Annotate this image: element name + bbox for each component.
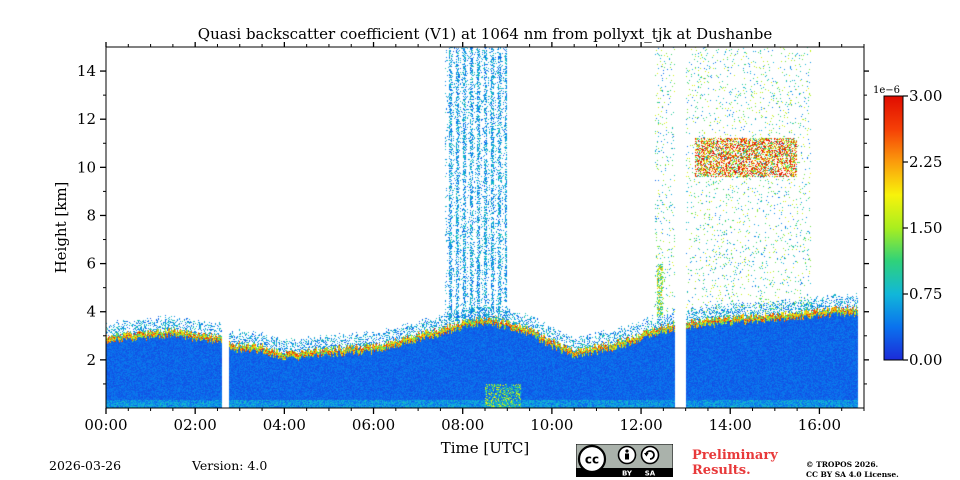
by-label: BY (622, 470, 633, 478)
x-tick-label: 04:00 (263, 416, 306, 434)
x-tick-label: 08:00 (441, 416, 484, 434)
y-tick-label: 8 (86, 206, 96, 224)
y-tick-label: 12 (77, 110, 96, 128)
cc-icon: cc (577, 444, 607, 474)
heatmap-image (106, 47, 864, 408)
sa-label: SA (645, 470, 656, 478)
x-tick-label: 16:00 (798, 416, 841, 434)
x-tick-label: 06:00 (352, 416, 395, 434)
colorbar-tick-label: 0.75 (909, 285, 942, 303)
preliminary-line-1: Preliminary (692, 448, 778, 463)
copyright-note: © TROPOS 2026. CC BY SA 4.0 License. (806, 460, 899, 480)
colorbar-gradient (883, 95, 904, 361)
sa-icon (640, 445, 660, 465)
y-tick-label: 6 (86, 255, 96, 273)
colorbar-scale-label: 1e−6 (873, 85, 900, 96)
x-tick-label: 12:00 (619, 416, 662, 434)
preliminary-results-note: Preliminary Results. (692, 448, 778, 478)
heatmap (106, 47, 864, 408)
y-tick-label: 10 (77, 158, 96, 176)
y-tick-label: 14 (77, 62, 96, 80)
x-tick-label: 14:00 (709, 416, 752, 434)
x-tick-label: 10:00 (530, 416, 573, 434)
chart-title: Quasi backscatter coefficient (V1) at 10… (197, 25, 773, 43)
footer-date: 2026-03-26 (49, 458, 122, 473)
copyright-line-2: CC BY SA 4.0 License. (806, 470, 899, 479)
x-tick-label: 02:00 (174, 416, 217, 434)
cc-icon-label: cc (585, 453, 599, 467)
copyright-line-1: © TROPOS 2026. (806, 460, 879, 469)
colorbar: 0.00 0.75 1.50 2.25 3.00 1e−6 (873, 85, 942, 369)
y-axis-label: Height [km] (52, 182, 70, 274)
x-tick-label: 00:00 (84, 416, 127, 434)
x-axis-label: Time [UTC] (441, 439, 530, 457)
colorbar-tick-label: 0.00 (909, 351, 942, 369)
y-tick-label: 4 (86, 303, 96, 321)
preliminary-line-2: Results. (692, 463, 751, 478)
by-icon (617, 445, 637, 465)
axes: 00:00 02:00 04:00 06:00 08:00 10:00 12:00 14:00… (52, 42, 869, 457)
cc-license-badge[interactable]: cc BY SA (576, 444, 673, 477)
colorbar-tick-label: 2.25 (909, 153, 942, 171)
y-tick-label: 2 (86, 351, 96, 369)
colorbar-tick-label: 1.50 (909, 219, 942, 237)
footer-version: Version: 4.0 (192, 458, 268, 473)
colorbar-tick-label: 3.00 (909, 87, 942, 105)
